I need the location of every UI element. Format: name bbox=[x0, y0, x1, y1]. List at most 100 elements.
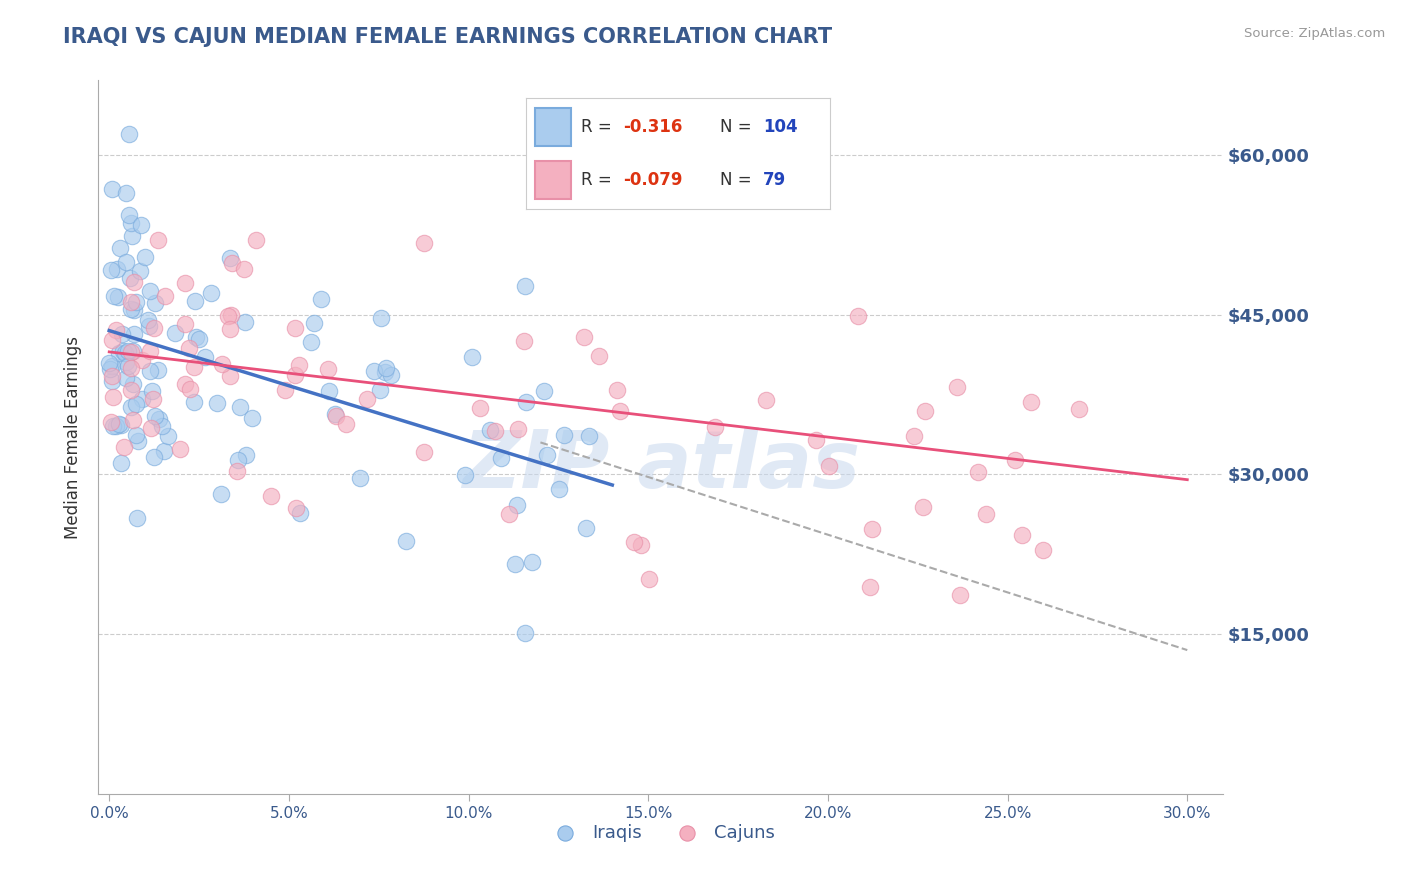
Point bbox=[125, 295, 148, 310]
Point bbox=[368, 384, 391, 398]
Point bbox=[115, 371, 138, 385]
Point bbox=[100, 359, 122, 373]
Point bbox=[325, 409, 347, 424]
Point bbox=[122, 413, 145, 427]
Point bbox=[111, 327, 134, 342]
Point bbox=[142, 392, 165, 407]
Point bbox=[142, 450, 165, 464]
Point bbox=[101, 333, 124, 347]
Point bbox=[479, 423, 502, 437]
Point bbox=[503, 558, 526, 572]
Point bbox=[967, 465, 990, 479]
Point bbox=[131, 392, 153, 406]
Point bbox=[200, 285, 222, 300]
Point bbox=[145, 295, 167, 310]
Point bbox=[122, 326, 145, 341]
Point bbox=[226, 453, 249, 467]
Point bbox=[484, 424, 506, 438]
Point bbox=[174, 376, 197, 391]
Point bbox=[506, 422, 529, 436]
Point bbox=[606, 383, 628, 397]
Point bbox=[153, 289, 176, 303]
Point bbox=[219, 369, 242, 384]
Point bbox=[173, 317, 195, 331]
Point bbox=[108, 417, 131, 431]
Text: IRAQI VS CAJUN MEDIAN FEMALE EARNINGS CORRELATION CHART: IRAQI VS CAJUN MEDIAN FEMALE EARNINGS CO… bbox=[63, 27, 832, 46]
Point bbox=[949, 588, 972, 602]
Point bbox=[804, 433, 827, 447]
Point bbox=[235, 448, 257, 462]
Point bbox=[101, 418, 124, 433]
Point bbox=[1032, 543, 1054, 558]
Point bbox=[141, 421, 163, 435]
Point bbox=[335, 417, 357, 431]
Point bbox=[110, 241, 132, 255]
Point bbox=[118, 270, 141, 285]
Point bbox=[177, 341, 200, 355]
Point bbox=[536, 448, 558, 462]
Point bbox=[846, 309, 869, 323]
Point bbox=[194, 351, 217, 365]
Point bbox=[103, 289, 125, 303]
Point bbox=[520, 555, 543, 569]
Y-axis label: Median Female Earnings: Median Female Earnings bbox=[65, 335, 83, 539]
Point bbox=[120, 295, 142, 310]
Point bbox=[131, 218, 153, 232]
Point bbox=[588, 349, 610, 363]
Point bbox=[138, 319, 160, 334]
Point bbox=[184, 329, 207, 343]
Point bbox=[323, 407, 346, 421]
Point bbox=[139, 344, 162, 359]
Point bbox=[139, 285, 162, 299]
Point bbox=[205, 396, 228, 410]
Point bbox=[122, 376, 145, 391]
Point bbox=[1011, 528, 1033, 542]
Point bbox=[260, 489, 283, 503]
Point bbox=[609, 404, 631, 418]
Point bbox=[513, 278, 536, 293]
Point bbox=[118, 128, 141, 142]
Point bbox=[143, 409, 166, 424]
Point bbox=[229, 401, 252, 415]
Point bbox=[120, 361, 142, 376]
Point bbox=[349, 471, 371, 485]
Point bbox=[136, 313, 159, 327]
Point bbox=[374, 365, 396, 379]
Point bbox=[114, 254, 136, 268]
Point bbox=[395, 534, 418, 549]
Point bbox=[903, 429, 925, 443]
Point bbox=[498, 508, 520, 522]
Point bbox=[121, 229, 143, 244]
Point bbox=[125, 397, 148, 411]
Point bbox=[1019, 394, 1042, 409]
Point bbox=[533, 384, 555, 398]
Point bbox=[98, 362, 121, 376]
Point bbox=[245, 233, 267, 247]
Point bbox=[139, 364, 162, 378]
Point bbox=[974, 507, 997, 521]
Point bbox=[169, 442, 191, 457]
Point bbox=[112, 440, 135, 454]
Point bbox=[211, 357, 233, 371]
Point bbox=[363, 364, 385, 378]
Point bbox=[703, 419, 725, 434]
Point bbox=[637, 572, 659, 586]
Point bbox=[156, 429, 179, 443]
Point bbox=[489, 450, 512, 465]
Point bbox=[148, 412, 170, 426]
Point bbox=[107, 290, 129, 304]
Point bbox=[148, 233, 170, 247]
Point bbox=[273, 384, 295, 398]
Point bbox=[505, 499, 527, 513]
Point bbox=[860, 522, 883, 536]
Point bbox=[117, 359, 139, 373]
Point bbox=[623, 535, 645, 549]
Legend: Iraqis, Cajuns: Iraqis, Cajuns bbox=[540, 817, 782, 849]
Point bbox=[233, 262, 256, 277]
Point bbox=[183, 395, 205, 409]
Point bbox=[284, 368, 307, 382]
Point bbox=[413, 235, 436, 250]
Point bbox=[218, 251, 240, 265]
Point bbox=[468, 401, 491, 416]
Text: Source: ZipAtlas.com: Source: ZipAtlas.com bbox=[1244, 27, 1385, 40]
